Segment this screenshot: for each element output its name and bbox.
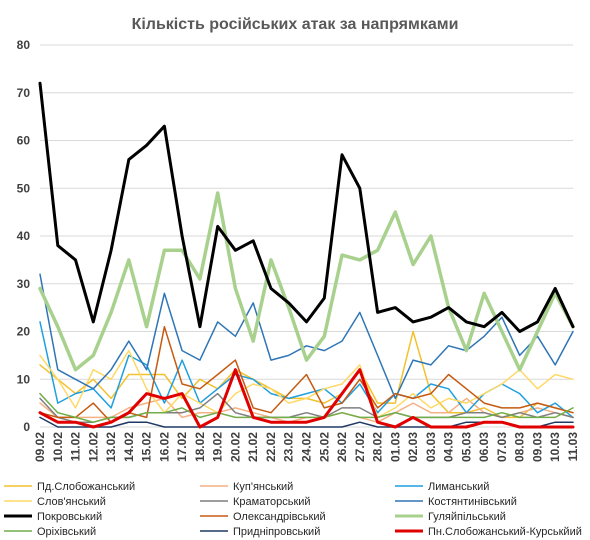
x-tick-label: 24.02	[300, 432, 314, 462]
legend-label: Оріхівський	[37, 526, 96, 538]
y-tick-label: 0	[23, 420, 30, 434]
x-tick-label: 03.03	[424, 432, 438, 462]
x-tick-label: 14.02	[122, 432, 136, 462]
legend-label: Слов'янський	[37, 496, 106, 508]
legend-label: Олександрівський	[233, 511, 326, 523]
y-tick-label: 60	[17, 134, 31, 148]
x-tick-label: 07.03	[495, 432, 509, 462]
series-line	[39, 392, 574, 423]
y-tick-label: 80	[17, 38, 31, 52]
x-tick-label: 23.02	[282, 432, 296, 462]
x-tick-label: 18.02	[193, 432, 207, 462]
x-tick-label: 04.03	[442, 432, 456, 462]
series-line	[39, 321, 574, 419]
series-lines	[38, 81, 575, 429]
x-tick-label: 10.02	[51, 432, 65, 462]
legend-label: Краматорський	[233, 496, 311, 508]
y-tick-label: 10	[17, 372, 31, 386]
x-tick-label: 21.02	[246, 432, 260, 462]
x-tick-label: 19.02	[211, 432, 225, 462]
x-tick-label: 26.02	[335, 432, 349, 462]
legend-label: Костянтинівський	[428, 496, 517, 508]
x-tick-label: 09.02	[33, 432, 47, 462]
series-line	[39, 325, 574, 423]
y-tick-label: 30	[17, 277, 31, 291]
x-tick-label: 17.02	[175, 432, 189, 462]
x-tick-label: 25.02	[317, 432, 331, 462]
x-tick-label: 11.02	[69, 432, 83, 462]
series-line	[38, 191, 575, 372]
x-tick-label: 20.02	[228, 432, 242, 462]
x-tick-label: 15.02	[140, 432, 154, 462]
x-tick-label: 05.03	[459, 432, 473, 462]
y-tick-label: 40	[17, 229, 31, 243]
x-axis: 09.02 10.02 11.02 12.02 13.02 14.02 15.02 16.02…	[33, 432, 580, 462]
x-tick-label: 13.02	[104, 432, 118, 462]
legend-label: Куп'янський	[233, 481, 293, 493]
legend-label: Пн.Слобожанський-Курськйий	[428, 526, 582, 538]
series-line	[38, 368, 575, 429]
series-line	[38, 81, 575, 333]
legend-label: Придніпровський	[233, 526, 320, 538]
series-line	[39, 349, 574, 419]
legend-label: Лиманський	[428, 481, 489, 493]
x-tick-label: 09.03	[530, 432, 544, 462]
x-tick-label: 16.02	[157, 432, 171, 462]
x-tick-label: 02.03	[406, 432, 420, 462]
gridlines	[40, 44, 573, 428]
x-tick-label: 12.02	[86, 432, 100, 462]
legend-label: Покровський	[37, 511, 102, 523]
x-tick-label: 10.03	[548, 432, 562, 462]
x-tick-label: 06.03	[477, 432, 491, 462]
y-tick-label: 50	[17, 181, 31, 195]
x-tick-label: 08.03	[513, 432, 527, 462]
series-line	[39, 273, 574, 400]
legend: Пд.Слобожанський Куп'янський Лиманський Сло…	[4, 481, 582, 538]
x-tick-label: 11.03	[566, 432, 580, 462]
legend-label: Пд.Слобожанський	[37, 481, 135, 493]
x-tick-label: 01.03	[388, 432, 402, 462]
legend-label: Гуляйпільський	[428, 511, 506, 523]
y-axis: 0 10 20 30 40 50 60 70 80	[17, 38, 31, 434]
x-tick-label: 27.02	[353, 432, 367, 462]
x-tick-label: 28.02	[371, 432, 385, 462]
y-tick-label: 70	[17, 86, 31, 100]
x-tick-label: 22.02	[264, 432, 278, 462]
y-tick-label: 20	[17, 325, 31, 339]
chart-title: Кількість російських атак за напрямками	[132, 16, 459, 33]
